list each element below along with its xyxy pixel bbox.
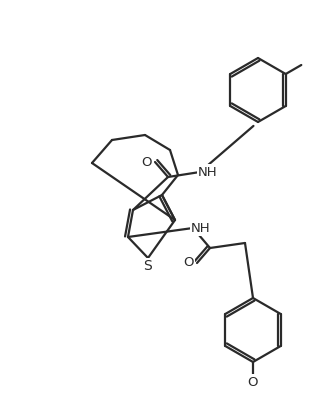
Text: O: O [248,376,258,388]
Text: O: O [183,256,193,269]
Text: NH: NH [198,166,218,178]
Text: NH: NH [191,222,211,234]
Text: S: S [144,259,152,273]
Text: O: O [142,156,152,168]
